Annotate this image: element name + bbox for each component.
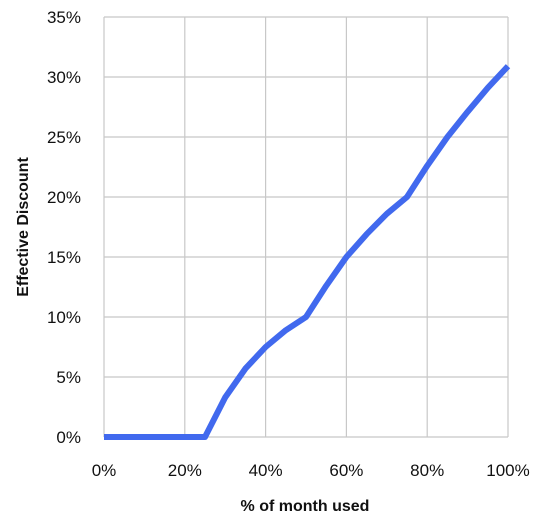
series-layer — [104, 66, 508, 437]
x-tick-label: 60% — [329, 461, 363, 480]
y-tick-label: 20% — [47, 188, 81, 207]
y-tick-label: 25% — [47, 128, 81, 147]
x-tick-label: 80% — [410, 461, 444, 480]
y-tick-label: 0% — [56, 428, 81, 447]
x-tick-label: 40% — [249, 461, 283, 480]
y-tick-label: 30% — [47, 68, 81, 87]
y-axis-title: Effective Discount — [15, 157, 32, 297]
series-line — [104, 66, 508, 437]
x-tick-label: 20% — [168, 461, 202, 480]
y-tick-label: 10% — [47, 308, 81, 327]
x-tick-label: 0% — [92, 461, 117, 480]
y-tick-label: 35% — [47, 8, 81, 27]
y-tick-label: 15% — [47, 248, 81, 267]
gridlines — [104, 17, 508, 437]
tick-labels: 0% 20% 40% 60% 80% 100% 0% 5% 10% 15% 20% 25% 30% 35% — [47, 8, 530, 480]
x-axis-title: % of month used — [241, 498, 370, 515]
y-tick-label: 5% — [56, 368, 81, 387]
x-tick-label: 100% — [486, 461, 529, 480]
